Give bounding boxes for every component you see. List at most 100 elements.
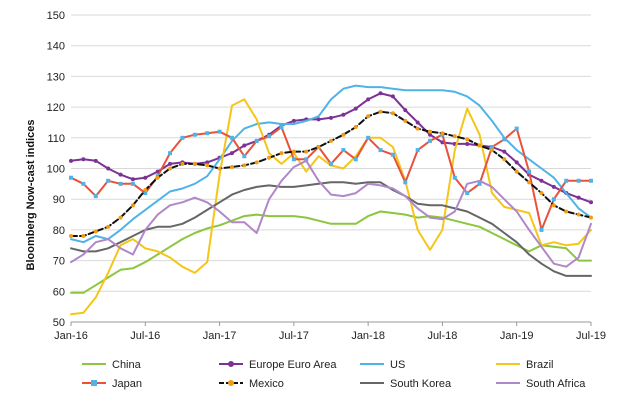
data-point	[229, 164, 234, 169]
data-point	[168, 166, 173, 171]
data-point	[329, 115, 333, 120]
data-point	[316, 117, 321, 122]
data-point	[527, 180, 532, 185]
legend-item: US	[360, 359, 405, 371]
data-point	[589, 215, 593, 220]
series-south-korea	[70, 181, 592, 277]
legend-item: Japan	[82, 378, 142, 390]
data-point	[155, 175, 160, 180]
series-layer	[69, 84, 593, 316]
data-point	[527, 169, 532, 174]
legend-item: Mexico	[219, 378, 284, 390]
data-point	[502, 149, 507, 154]
series-china	[70, 210, 592, 294]
data-point	[403, 180, 408, 185]
data-point	[279, 151, 284, 156]
data-point	[242, 143, 247, 148]
data-point	[428, 132, 433, 137]
data-point	[477, 181, 482, 186]
data-point	[465, 191, 470, 196]
data-point	[254, 160, 259, 165]
data-point	[415, 120, 420, 125]
data-point	[316, 145, 321, 150]
data-point	[93, 229, 98, 234]
x-tick-label: Jul-16	[130, 330, 160, 342]
data-point	[514, 160, 519, 165]
data-point	[205, 131, 210, 136]
data-point	[489, 148, 494, 153]
data-point	[180, 161, 185, 166]
x-tick-label: Jan-16	[54, 330, 88, 342]
data-point	[91, 380, 97, 386]
data-point	[81, 157, 86, 162]
data-point	[341, 132, 346, 137]
data-point	[390, 152, 395, 157]
series-south-africa	[70, 159, 592, 268]
x-tick-label: Jul-17	[279, 330, 309, 342]
data-point	[403, 108, 408, 113]
x-tick-label: Jan-18	[351, 330, 385, 342]
data-point	[254, 138, 259, 143]
data-point	[366, 97, 371, 102]
data-point	[415, 148, 420, 153]
data-point	[564, 209, 569, 214]
data-point	[81, 234, 86, 239]
data-point	[229, 135, 234, 140]
data-point	[130, 177, 135, 182]
x-axis: Jan-16 Jul-16 Jan-17 Jul-17 Jan-18 Jul-18 Jan-…	[54, 322, 606, 342]
data-point	[477, 143, 482, 148]
data-point	[502, 157, 507, 162]
data-point	[106, 178, 111, 183]
data-point	[118, 215, 123, 220]
data-point	[353, 125, 358, 130]
data-point	[130, 203, 135, 208]
data-point	[143, 175, 148, 180]
data-point	[589, 178, 593, 183]
series-line	[70, 110, 592, 237]
data-point	[291, 118, 296, 123]
data-point	[229, 151, 234, 156]
data-point	[192, 161, 197, 166]
data-point	[242, 163, 247, 168]
legend-label: Mexico	[249, 378, 284, 390]
y-axis: 50 60 70 80 90 100 110 120 130 140 150	[47, 10, 65, 329]
legend-label: South Korea	[390, 378, 452, 390]
legend-item: South Africa	[496, 378, 586, 390]
y-tick-label: 80	[53, 225, 65, 237]
data-point	[366, 114, 371, 119]
data-point	[589, 200, 593, 205]
data-point	[304, 157, 309, 162]
data-point	[118, 181, 123, 186]
data-point	[106, 166, 111, 171]
y-tick-label: 60	[53, 286, 65, 298]
legend-label: China	[112, 359, 142, 371]
x-tick-label: Jan-17	[203, 330, 237, 342]
data-point	[267, 134, 272, 139]
data-point	[291, 149, 296, 154]
y-tick-label: 140	[47, 41, 65, 53]
data-point	[576, 178, 581, 183]
legend-label: Europe Euro Area	[249, 359, 337, 371]
data-point	[539, 191, 544, 196]
data-point	[539, 227, 544, 232]
data-point	[551, 184, 556, 189]
data-point	[403, 118, 408, 123]
series-mexico	[69, 109, 593, 239]
data-point	[291, 157, 296, 162]
data-point	[564, 178, 569, 183]
data-point	[329, 161, 333, 166]
data-point	[576, 212, 581, 217]
data-point	[93, 194, 98, 199]
legend-item: Brazil	[496, 359, 554, 371]
data-point	[69, 234, 73, 239]
data-point	[106, 224, 111, 229]
data-point	[465, 141, 470, 146]
data-point	[205, 160, 210, 165]
data-point	[228, 361, 234, 367]
y-tick-label: 130	[47, 71, 65, 83]
data-point	[366, 135, 371, 140]
y-axis-title: Bloomberg Now-cast indices	[25, 120, 37, 271]
data-point	[415, 126, 420, 131]
data-point	[428, 138, 433, 143]
legend-item: China	[82, 359, 142, 371]
